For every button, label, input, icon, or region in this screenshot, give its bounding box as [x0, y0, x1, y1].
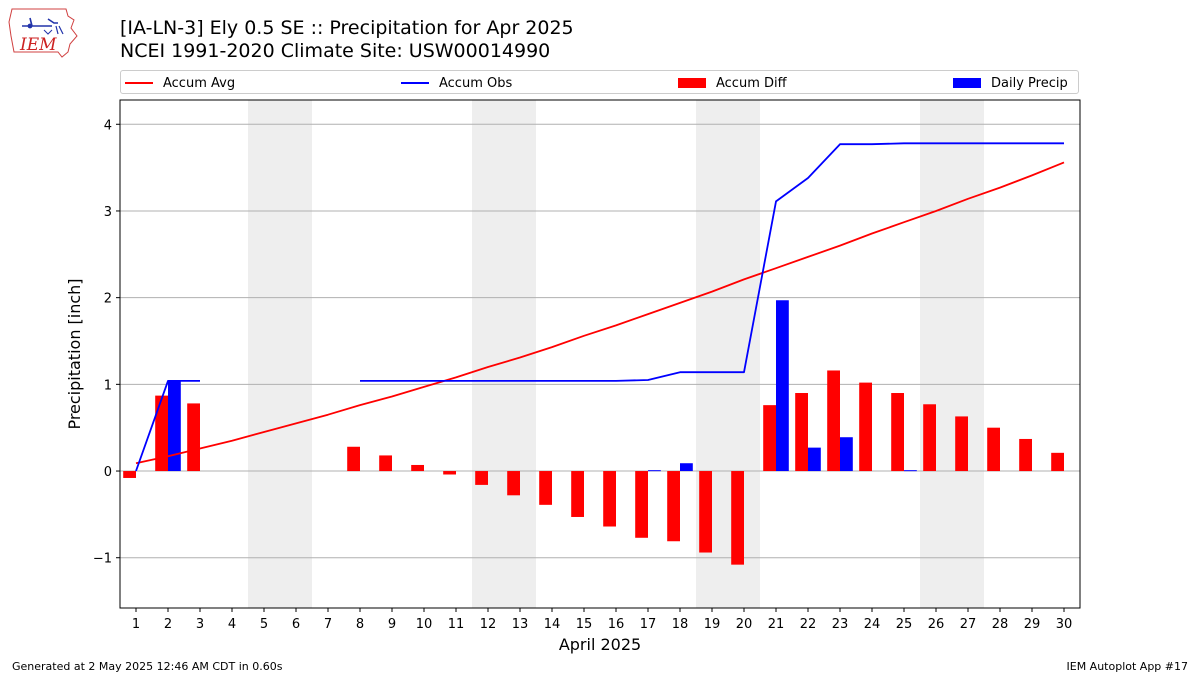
legend-label-accum-diff: Accum Diff: [716, 75, 787, 91]
x-tick-label: 24: [864, 617, 881, 632]
weekend-shade: [472, 100, 536, 608]
x-tick-label: 10: [416, 617, 433, 632]
x-tick-label: 30: [1056, 617, 1073, 632]
line-accum-obs: [135, 379, 200, 472]
line-accum-obs: [360, 142, 1064, 382]
iem-logo: IEM: [8, 8, 78, 58]
bar-accum-diff: [1051, 452, 1064, 472]
bar-accum-diff: [955, 416, 968, 472]
footer-app: IEM Autoplot App #17: [1066, 660, 1189, 673]
bar-accum-diff: [1019, 438, 1032, 472]
bar-accum-diff: [443, 471, 456, 475]
y-tick-label: 3: [104, 205, 112, 220]
y-axis-label: Precipitation [inch]: [65, 278, 84, 429]
bar-accum-diff: [987, 427, 1000, 472]
x-tick-label: 18: [672, 617, 689, 632]
weekend-shade: [248, 100, 312, 608]
bar-accum-diff: [667, 471, 680, 542]
bar-accum-diff: [155, 395, 168, 472]
legend-item-accum-obs: Accum Obs: [401, 74, 512, 92]
bar-accum-diff: [795, 393, 808, 472]
legend-label-accum-avg: Accum Avg: [163, 75, 236, 91]
x-tick-label: 21: [768, 617, 785, 632]
x-tick-label: 13: [512, 617, 529, 632]
x-tick-label: 29: [1024, 617, 1041, 632]
bar-accum-diff: [763, 405, 776, 472]
bar-accum-diff: [635, 471, 648, 538]
x-tick-label: 16: [608, 617, 625, 632]
bar-accum-diff: [475, 471, 488, 485]
weekend-shade: [920, 100, 984, 608]
x-tick-label: 5: [260, 617, 268, 632]
x-tick-label: 28: [992, 617, 1009, 632]
line-accum-avg: [135, 161, 1065, 465]
x-tick-label: 11: [448, 617, 465, 632]
y-tick-label: 0: [104, 465, 112, 480]
x-tick-label: 14: [544, 617, 561, 632]
x-tick-label: 19: [704, 617, 721, 632]
x-axis-label: April 2025: [559, 635, 641, 654]
x-tick-label: 9: [388, 617, 396, 632]
bar-accum-diff: [379, 455, 392, 472]
chart-subtitle: NCEI 1991-2020 Climate Site: USW00014990: [120, 40, 551, 62]
y-tick-label: 1: [104, 378, 112, 393]
x-tick-label: 4: [228, 617, 236, 632]
legend: Accum Avg Accum Obs Accum Diff Daily Pre…: [120, 70, 1079, 94]
x-tick-label: 6: [292, 617, 300, 632]
x-tick-label: 23: [832, 617, 849, 632]
bar-accum-diff: [411, 464, 424, 472]
bar-accum-diff: [923, 404, 936, 472]
x-tick-label: 2: [164, 617, 172, 632]
x-tick-label: 8: [356, 617, 364, 632]
legend-swatch-accum-obs: [401, 82, 429, 84]
logo-text: IEM: [19, 35, 57, 55]
legend-swatch-accum-diff: [678, 78, 706, 88]
x-tick-label: 17: [640, 617, 657, 632]
bar-accum-diff: [859, 382, 872, 472]
x-tick-label: 12: [480, 617, 497, 632]
bar-accum-diff: [123, 471, 136, 478]
y-tick-label: 2: [104, 292, 112, 307]
bar-accum-diff: [539, 471, 552, 505]
x-tick-label: 20: [736, 617, 753, 632]
legend-item-accum-avg: Accum Avg: [125, 74, 235, 92]
bar-accum-diff: [187, 403, 200, 472]
y-tick-label: −1: [93, 552, 112, 567]
bar-accum-diff: [891, 393, 904, 472]
legend-label-daily-precip: Daily Precip: [991, 75, 1068, 91]
x-tick-label: 7: [324, 617, 332, 632]
bar-daily-precip: [776, 300, 789, 472]
x-tick-label: 27: [960, 617, 977, 632]
legend-swatch-daily-precip: [953, 78, 981, 88]
bar-daily-precip: [904, 470, 917, 472]
legend-label-accum-obs: Accum Obs: [439, 75, 513, 91]
bar-accum-diff: [571, 471, 584, 517]
footer-generated: Generated at 2 May 2025 12:46 AM CDT in …: [12, 660, 283, 673]
x-tick-label: 26: [928, 617, 945, 632]
bar-accum-diff: [347, 446, 360, 472]
plot-frame: [119, 99, 1081, 609]
bar-daily-precip: [840, 437, 853, 472]
x-tick-label: 1: [132, 617, 140, 632]
bar-daily-precip: [648, 470, 661, 472]
bar-accum-diff: [699, 471, 712, 553]
chart-title: [IA-LN-3] Ely 0.5 SE :: Precipitation fo…: [120, 17, 574, 39]
bar-daily-precip: [680, 463, 693, 472]
legend-swatch-accum-avg: [125, 82, 153, 84]
x-tick-label: 3: [196, 617, 204, 632]
x-tick-label: 22: [800, 617, 817, 632]
bar-daily-precip: [808, 447, 821, 472]
bar-daily-precip: [168, 380, 181, 472]
y-tick-label: 4: [104, 118, 112, 133]
x-tick-label: 25: [896, 617, 913, 632]
bar-accum-diff: [603, 471, 616, 527]
legend-item-accum-diff: Accum Diff: [678, 74, 787, 92]
bar-accum-diff: [827, 370, 840, 472]
x-tick-label: 15: [576, 617, 593, 632]
bar-accum-diff: [731, 471, 744, 565]
bar-accum-diff: [507, 471, 520, 496]
legend-item-daily-precip: Daily Precip: [953, 74, 1068, 92]
